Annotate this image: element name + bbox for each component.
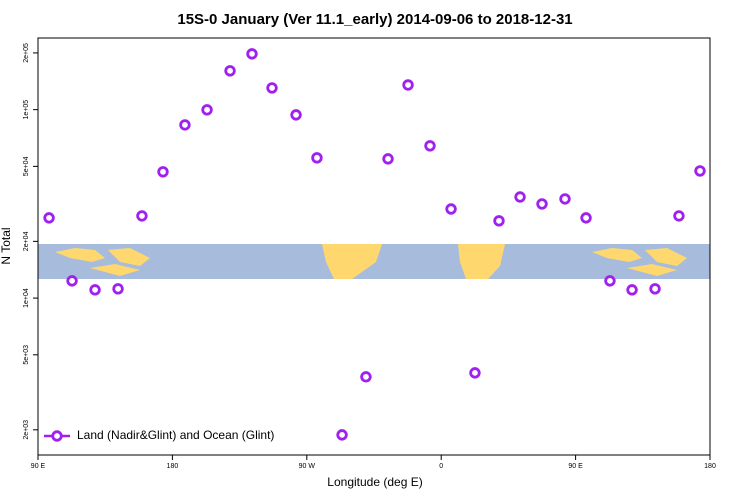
legend-marker: [51, 430, 63, 442]
point: [136, 210, 148, 222]
y-tick-label: 2e+04: [23, 231, 30, 251]
x-tick-label: 90 E: [31, 463, 46, 470]
point: [311, 152, 323, 164]
y-tick-label: 5e+04: [23, 156, 30, 176]
point: [694, 165, 706, 177]
point: [649, 283, 661, 295]
point: [402, 79, 414, 91]
point: [89, 284, 101, 296]
point: [626, 284, 638, 296]
point: [43, 212, 55, 224]
legend-label: Land (Nadir&Glint) and Ocean (Glint): [77, 428, 274, 442]
point: [224, 65, 236, 77]
point: [580, 212, 592, 224]
point: [445, 203, 457, 215]
point: [559, 193, 571, 205]
point: [179, 119, 191, 131]
y-tick-label: 2e+03: [23, 420, 30, 440]
point: [266, 82, 278, 94]
x-tick-label: 180: [167, 463, 179, 470]
map-strip: [38, 244, 710, 279]
x-tick-label: 0: [439, 463, 443, 470]
x-axis-label: Longitude (deg E): [327, 475, 422, 489]
point: [673, 210, 685, 222]
point: [157, 166, 169, 178]
y-tick-label: 2e+05: [23, 43, 30, 63]
point: [604, 275, 616, 287]
point: [469, 367, 481, 379]
point: [493, 215, 505, 227]
chart-title: 15S-0 January (Ver 11.1_early) 2014-09-0…: [177, 11, 572, 28]
plot-frame: [37, 37, 711, 456]
point: [66, 275, 78, 287]
point: [382, 153, 394, 165]
point: [112, 283, 124, 295]
y-tick-label: 1e+04: [23, 288, 30, 308]
point: [290, 109, 302, 121]
y-axis-label: N Total: [0, 227, 13, 264]
point: [201, 104, 213, 116]
point: [336, 429, 348, 441]
y-tick-label: 5e+03: [23, 345, 30, 365]
point: [246, 48, 258, 60]
point: [424, 140, 436, 152]
point: [536, 198, 548, 210]
point: [360, 371, 372, 383]
x-tick-label: 90 W: [299, 463, 316, 470]
x-tick-label: 180: [704, 463, 716, 470]
y-tick-label: 1e+05: [23, 100, 30, 120]
point: [514, 191, 526, 203]
x-tick-label: 90 E: [568, 463, 583, 470]
